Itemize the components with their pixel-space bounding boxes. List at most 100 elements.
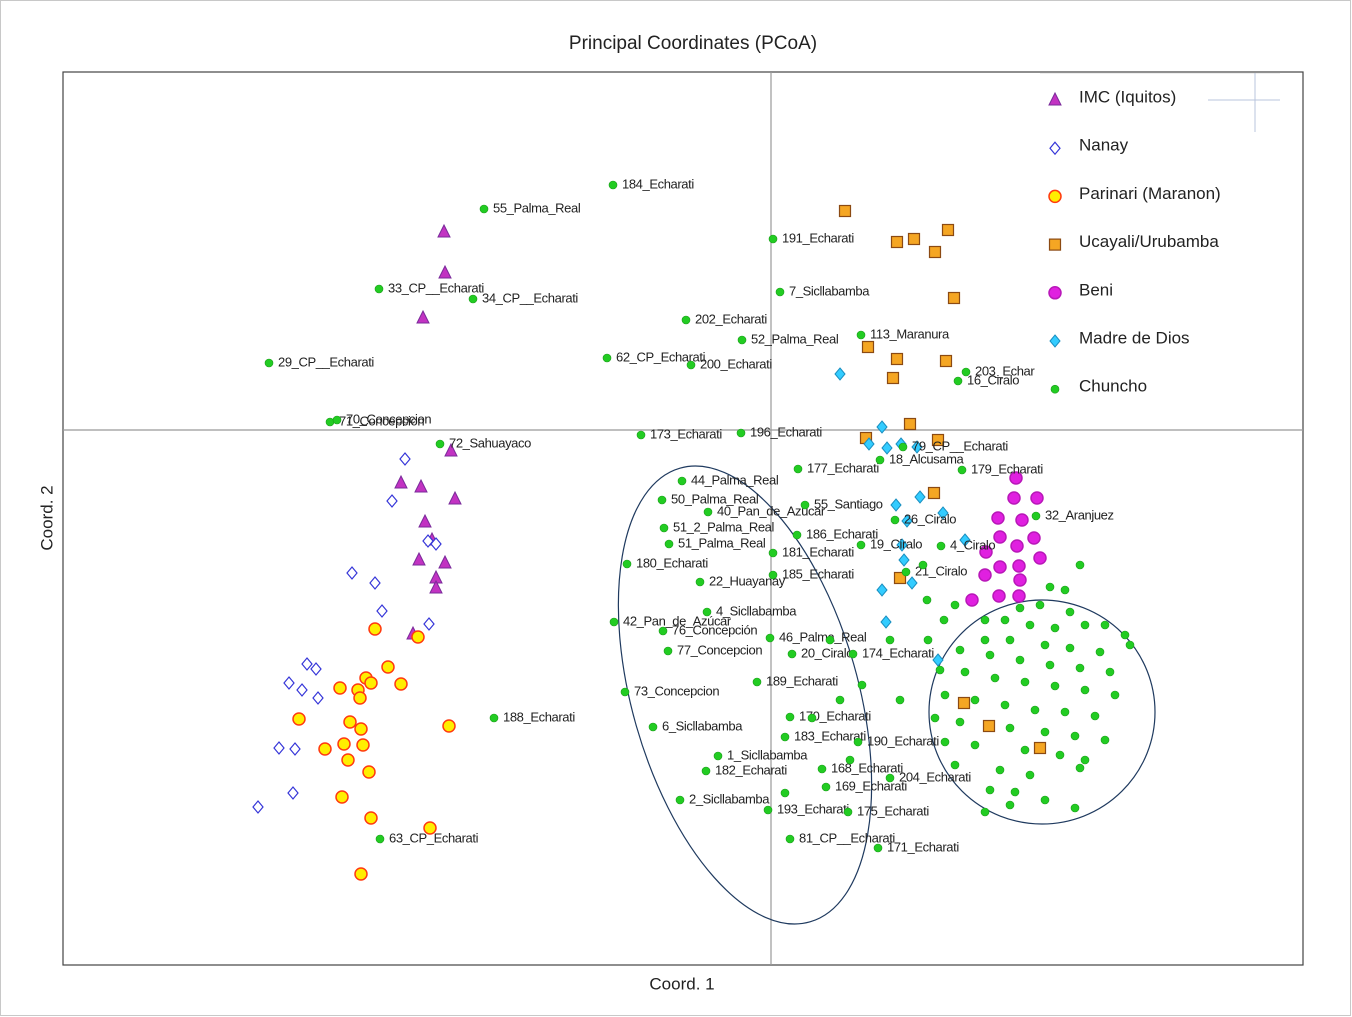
point-label: 42_Pan_de_Azúcar <box>623 613 732 628</box>
dot-marker <box>1035 600 1045 610</box>
point-label: 51_Palma_Real <box>678 535 766 550</box>
dot-marker <box>955 645 965 655</box>
legend-label: IMC (Iquitos) <box>1079 87 1176 106</box>
diamond-marker <box>896 538 908 552</box>
circle-marker <box>1009 471 1023 485</box>
circle-marker <box>354 722 368 736</box>
square-marker <box>927 486 941 500</box>
diamond-marker <box>834 367 846 381</box>
dot-marker <box>1110 690 1120 700</box>
dot-marker <box>332 415 342 425</box>
dot-marker <box>939 615 949 625</box>
dot-marker <box>1040 640 1050 650</box>
diamond-marker <box>252 800 264 814</box>
dot-marker <box>780 788 790 798</box>
diamond-marker <box>312 691 324 705</box>
triangle-marker <box>416 309 430 324</box>
point-label: 79_CP__Echarati <box>912 438 1008 453</box>
dot-marker <box>940 737 950 747</box>
legend-label: Ucayali/Urubamba <box>1079 232 1219 251</box>
dot-marker <box>701 766 711 776</box>
point-label: 51_2_Palma_Real <box>673 519 774 534</box>
dot-marker <box>923 635 933 645</box>
dot-marker <box>602 353 612 363</box>
circle-marker <box>978 568 992 582</box>
diamond-marker <box>880 615 892 629</box>
dot-marker <box>663 646 673 656</box>
point-label: 50_Palma_Real <box>671 491 759 506</box>
triangle-marker <box>1048 91 1062 106</box>
dot-marker <box>825 635 835 645</box>
point-label: 203_Echar <box>975 363 1035 378</box>
diamond-marker <box>881 441 893 455</box>
diamond-marker <box>376 604 388 618</box>
legend-label: Parinari (Maranon) <box>1079 184 1221 203</box>
point-label: 4_Ciralo <box>950 537 995 552</box>
dot-marker <box>702 607 712 617</box>
point-label: 19_Ciralo <box>870 536 922 551</box>
diamond-marker <box>289 742 301 756</box>
point-label: 6_Sicllabamba <box>662 718 743 733</box>
dot-marker <box>763 805 773 815</box>
point-label: 63_CP_Echarati <box>389 830 479 845</box>
dot-marker <box>856 330 866 340</box>
circle-marker <box>353 691 367 705</box>
circle-marker <box>394 677 408 691</box>
dot-marker <box>780 732 790 742</box>
circle-marker <box>368 622 382 636</box>
dot-marker <box>935 665 945 675</box>
dot-marker <box>636 430 646 440</box>
point-label: 52_Palma_Real <box>751 331 839 346</box>
point-label: 22_Huayanay <box>709 573 786 588</box>
square-marker <box>903 417 917 431</box>
dot-marker <box>821 782 831 792</box>
dot-marker <box>807 713 817 723</box>
dot-marker <box>609 617 619 627</box>
dot-marker <box>901 567 911 577</box>
dot-marker <box>1080 620 1090 630</box>
diamond-marker <box>937 506 949 520</box>
circle-marker <box>381 660 395 674</box>
circle-marker <box>341 753 355 767</box>
circle-marker <box>1048 189 1062 204</box>
triangle-marker <box>418 513 432 528</box>
dot-marker <box>768 570 778 580</box>
point-label: 33_CP__Echarati <box>388 280 484 295</box>
dot-marker <box>792 530 802 540</box>
square-marker <box>890 235 904 249</box>
diamond-marker <box>1049 141 1061 156</box>
circle-marker <box>364 811 378 825</box>
dot-marker <box>957 465 967 475</box>
dot-marker <box>970 695 980 705</box>
square-marker <box>931 433 945 447</box>
dot-marker <box>1000 615 1010 625</box>
points: 184_Echarati 55_Palma_Real 191_Echarati 33_… <box>252 176 1135 881</box>
legend-label: Nanay <box>1079 136 1129 155</box>
legend-label: Madre de Dios <box>1079 328 1190 347</box>
dot-marker <box>765 633 775 643</box>
circle-marker <box>411 630 425 644</box>
dot-marker <box>1120 630 1130 640</box>
point-label: 179_Echarati <box>971 461 1043 476</box>
dot-marker <box>845 755 855 765</box>
dot-marker <box>985 785 995 795</box>
diamond-marker <box>296 683 308 697</box>
dot-marker <box>1000 700 1010 710</box>
triangle-marker <box>414 478 428 493</box>
circle-marker <box>442 719 456 733</box>
dot-marker <box>985 650 995 660</box>
dot-marker <box>1010 787 1020 797</box>
dot-marker <box>675 795 685 805</box>
diamond-marker <box>273 741 285 755</box>
dot-marker <box>264 358 274 368</box>
dot-marker <box>664 539 674 549</box>
diamond-marker <box>898 553 910 567</box>
diamond-marker <box>863 437 875 451</box>
square-marker <box>893 571 907 585</box>
point-label: 189_Echarati <box>766 673 838 688</box>
circle-outline <box>928 599 1156 825</box>
point-label: 180_Echarati <box>636 555 708 570</box>
point-label: 168_Echarati <box>831 760 903 775</box>
dot-marker <box>1050 681 1060 691</box>
